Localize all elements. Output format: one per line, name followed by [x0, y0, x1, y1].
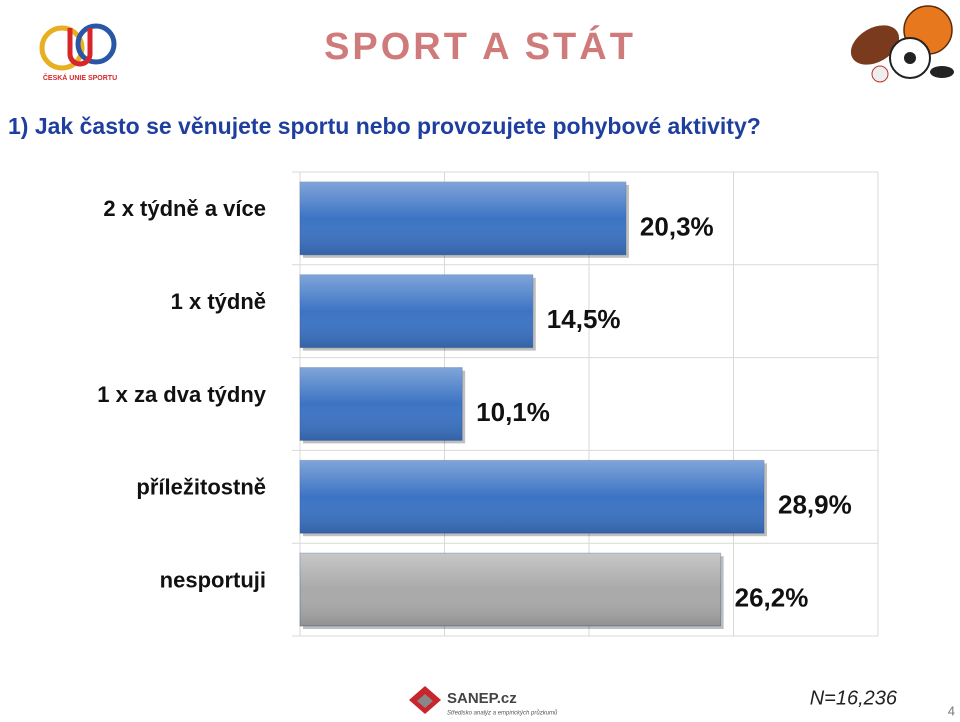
sport-balls: [850, 5, 954, 83]
category-label: 1 x týdně: [171, 289, 266, 314]
question: 1) Jak často se věnujete sportu nebo pro…: [8, 113, 761, 139]
category-label: 1 x za dva týdny: [97, 382, 267, 407]
plot-area: 20,3% 2 x týdně a více 14,5% 1 x týdně 10,1%…: [97, 171, 879, 637]
brand-sub: Středisko analýz a empirických průzkumů: [447, 710, 558, 717]
brand: SANEP.cz: [447, 690, 517, 707]
bar-shine: [300, 553, 721, 626]
category-label: příležitostně: [136, 475, 266, 500]
logo: ČESKÁ UNIE SPORTU: [39, 23, 117, 82]
value-label: 20,3%: [640, 211, 714, 241]
logo-text: ČESKÁ UNIE SPORTU: [43, 73, 117, 82]
sanep-logo: SANEP.cz Středisko analýz a empirických …: [409, 686, 558, 717]
value-label: 14,5%: [547, 304, 621, 334]
slide-title: SPORT A STÁT: [324, 24, 636, 68]
bar-shine: [300, 460, 765, 534]
sample-size: N=16,236: [810, 687, 898, 709]
bar-shine: [300, 367, 463, 441]
value-label: 26,2%: [735, 582, 809, 612]
bar-shine: [300, 182, 626, 255]
category-label: nesportuji: [160, 567, 266, 592]
page-number: 4: [948, 703, 955, 718]
value-label: 28,9%: [778, 490, 852, 520]
bar-shine: [300, 274, 533, 348]
category-label: 2 x týdně a více: [103, 196, 266, 221]
value-label: 10,1%: [476, 397, 550, 427]
